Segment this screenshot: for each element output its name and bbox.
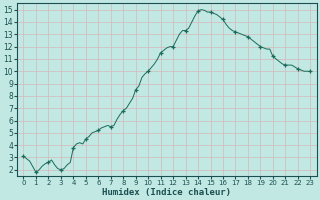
X-axis label: Humidex (Indice chaleur): Humidex (Indice chaleur) [102,188,231,197]
